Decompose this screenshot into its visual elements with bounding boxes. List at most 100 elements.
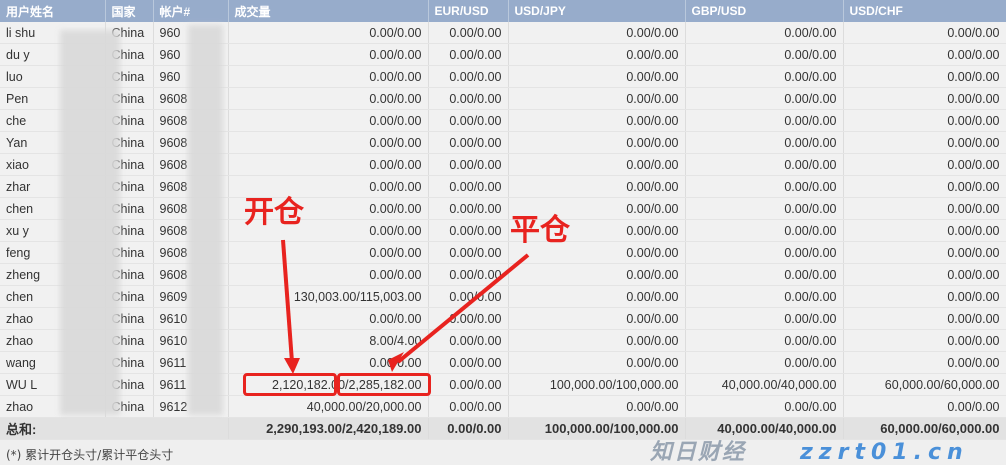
cell: 2,120,182.00/2,285,182.00 — [228, 373, 429, 396]
blur-mask-accounts — [188, 25, 223, 415]
cell: 0.00/0.00 — [508, 175, 686, 198]
cell: 0.00/0.00 — [508, 263, 686, 286]
table-row: WU L China 9611 2,120,182.00/2,285,182.00 0.… — [0, 373, 1006, 396]
highlight-close-box — [337, 373, 431, 396]
cell: 40,000.00/40,000.00 — [685, 373, 844, 396]
cell: 0.00/0.00 — [428, 87, 509, 110]
cell: 0.00/0.00 — [685, 43, 844, 66]
cell: 0.00/0.00 — [508, 22, 686, 44]
cell: 0.00/0.00 — [843, 263, 1006, 286]
cell: 0.00/0.00 — [508, 241, 686, 264]
cell: 0.00/0.00 — [508, 43, 686, 66]
total-cell: 100,000.00/100,000.00 — [508, 417, 686, 440]
cell: 0.00/0.00 — [508, 153, 686, 176]
cell: 0.00/0.00 — [428, 263, 509, 286]
cell: 0.00/0.00 — [843, 197, 1006, 220]
cell: 0.00/0.00 — [843, 219, 1006, 242]
column-header[interactable]: 帐户# — [153, 0, 229, 22]
annotation-close: 平仓 — [510, 213, 570, 248]
cell: 0.00/0.00 — [228, 22, 429, 44]
cell: 0.00/0.00 — [508, 197, 686, 220]
cell: 0.00/0.00 — [685, 219, 844, 242]
cell: 0.00/0.00 — [843, 307, 1006, 330]
table-row: chen China 9609 130,003.00/115,003.00 0.00/0… — [0, 285, 1006, 308]
cell: 0.00/0.00 — [428, 153, 509, 176]
total-label: 总和: — [0, 417, 229, 440]
table-row: che China 9608 0.00/0.00 0.00/0.00 0.00/0.00 0… — [0, 109, 1006, 132]
cell: 0.00/0.00 — [843, 109, 1006, 132]
table-row: li shu China 960 0.00/0.00 0.00/0.00 0.00/0.0… — [0, 22, 1006, 44]
total-cell: 0.00/0.00 — [428, 417, 509, 440]
cell: 0.00/0.00 — [508, 351, 686, 374]
cell: 0.00/0.00 — [843, 87, 1006, 110]
cell: 0.00/0.00 — [685, 263, 844, 286]
cell: 130,003.00/115,003.00 — [228, 285, 429, 308]
cell: 0.00/0.00 — [843, 285, 1006, 308]
total-cell: 60,000.00/60,000.00 — [843, 417, 1006, 440]
blur-mask-names — [60, 30, 120, 415]
cell: 0.00/0.00 — [843, 65, 1006, 88]
cell: 60,000.00/60,000.00 — [843, 373, 1006, 396]
cell: 0.00/0.00 — [428, 373, 509, 396]
cell: 0.00/0.00 — [685, 65, 844, 88]
cell: 0.00/0.00 — [228, 197, 429, 220]
column-header[interactable]: EUR/USD — [428, 0, 509, 22]
cell: 0.00/0.00 — [428, 65, 509, 88]
cell: 0.00/0.00 — [228, 87, 429, 110]
cell: 0.00/0.00 — [508, 395, 686, 418]
cell: 0.00/0.00 — [685, 109, 844, 132]
cell: 0.00/0.00 — [685, 285, 844, 308]
cell: 0.00/0.00 — [228, 65, 429, 88]
column-header[interactable]: USD/JPY — [508, 0, 686, 22]
column-header[interactable]: USD/CHF — [843, 0, 1006, 22]
cell: 0.00/0.00 — [428, 22, 509, 44]
column-header[interactable]: 国家 — [105, 0, 154, 22]
table-row: xiao China 9608 0.00/0.00 0.00/0.00 0.00/0.00… — [0, 153, 1006, 176]
cell: 0.00/0.00 — [428, 109, 509, 132]
cell: 0.00/0.00 — [843, 131, 1006, 154]
highlight-open-box — [243, 373, 337, 396]
cell: 0.00/0.00 — [508, 285, 686, 308]
cell: 0.00/0.00 — [685, 153, 844, 176]
cell: 0.00/0.00 — [428, 197, 509, 220]
cell: 0.00/0.00 — [228, 263, 429, 286]
cell: 0.00/0.00 — [685, 197, 844, 220]
cell: 0.00/0.00 — [843, 153, 1006, 176]
cell: 0.00/0.00 — [508, 307, 686, 330]
cell: 0.00/0.00 — [685, 131, 844, 154]
cell: 0.00/0.00 — [508, 329, 686, 352]
total-row: 总和: 2,290,193.00/2,420,189.00 0.00/0.00 100… — [0, 417, 1006, 440]
cell: 0.00/0.00 — [685, 351, 844, 374]
cell: 0.00/0.00 — [428, 219, 509, 242]
column-header[interactable]: GBP/USD — [685, 0, 844, 22]
cell: 0.00/0.00 — [508, 219, 686, 242]
cell: 40,000.00/20,000.00 — [228, 395, 429, 418]
table-row: Pen China 9608 0.00/0.00 0.00/0.00 0.00/0.00 0… — [0, 87, 1006, 110]
cell: 0.00/0.00 — [428, 43, 509, 66]
cell: 0.00/0.00 — [685, 395, 844, 418]
cell: 0.00/0.00 — [685, 175, 844, 198]
cell: 0.00/0.00 — [843, 175, 1006, 198]
column-header[interactable]: 用户姓名 — [0, 0, 106, 22]
cell: 0.00/0.00 — [428, 307, 509, 330]
column-header[interactable]: 成交量 — [228, 0, 429, 22]
total-cell: 40,000.00/40,000.00 — [685, 417, 844, 440]
cell: 0.00/0.00 — [508, 131, 686, 154]
cell: 0.00/0.00 — [428, 131, 509, 154]
cell: 0.00/0.00 — [508, 87, 686, 110]
arrow-close-head — [388, 352, 404, 372]
cell: 0.00/0.00 — [228, 307, 429, 330]
annotation-open: 开仓 — [244, 195, 304, 230]
cell: 0.00/0.00 — [428, 395, 509, 418]
cell: 100,000.00/100,000.00 — [508, 373, 686, 396]
cell: 0.00/0.00 — [228, 175, 429, 198]
cell: 0.00/0.00 — [508, 65, 686, 88]
cell: 0.00/0.00 — [428, 329, 509, 352]
cell: 0.00/0.00 — [685, 22, 844, 44]
cell: 0.00/0.00 — [685, 87, 844, 110]
cell: 0.00/0.00 — [228, 219, 429, 242]
cell: 0.00/0.00 — [685, 329, 844, 352]
table-row: zhao China 9612 40,000.00/20,000.00 0.00/0.0… — [0, 395, 1006, 418]
cell: 0.00/0.00 — [228, 131, 429, 154]
